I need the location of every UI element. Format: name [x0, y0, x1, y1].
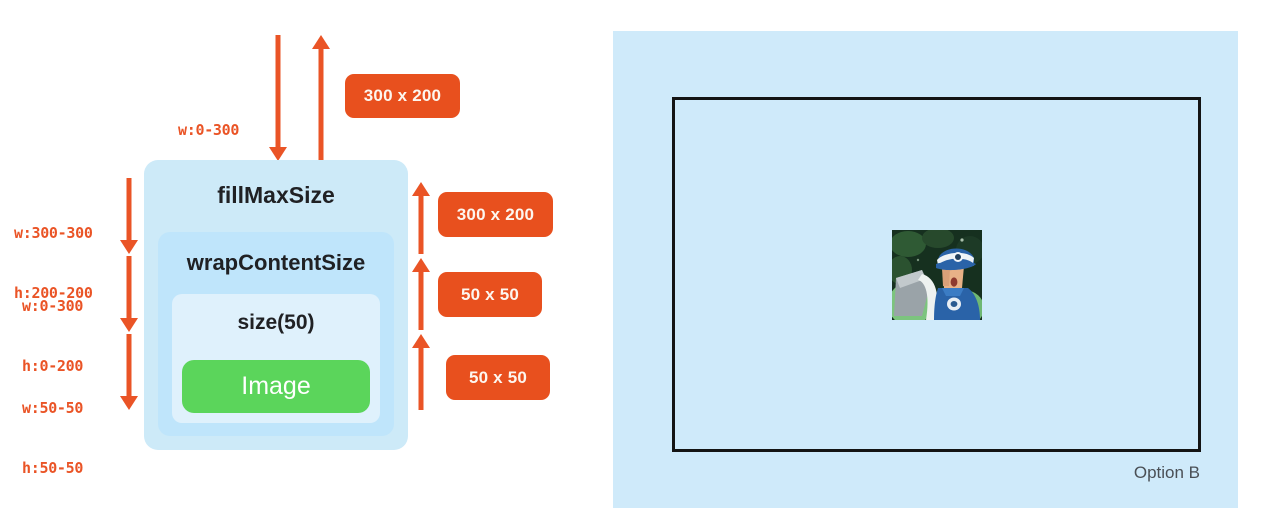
- box-fillmaxsize: fillMaxSize wrapContentSize size(50) Ima…: [144, 160, 408, 450]
- preview-outline-rectangle: [672, 97, 1201, 452]
- badge-measured-fillmaxsize-text: 300 x 200: [456, 204, 535, 224]
- preview-option-caption: Option B: [1133, 463, 1200, 482]
- arrow-down-top: [267, 35, 289, 161]
- constraints-diagram: w:0-300 h:0-200 300 x 200 w:300-300 h:20…: [0, 0, 600, 524]
- box-image: Image: [182, 360, 370, 413]
- box-size50-label: size(50): [237, 311, 315, 334]
- preview-panel: Option B: [613, 31, 1238, 508]
- constraint-width-fillmaxsize: w:300-300: [14, 224, 93, 242]
- box-fillmaxsize-label: fillMaxSize: [217, 182, 335, 208]
- badge-measured-fillmaxsize: 300 x 200: [438, 192, 553, 237]
- badge-measured-wrapcontentsize-text: 50 x 50: [460, 284, 520, 304]
- box-wrapcontentsize-label: wrapContentSize: [186, 250, 366, 275]
- constraint-label-size50: w:50-50 h:50-50: [22, 358, 83, 518]
- arrow-up-from-wrapcontentsize: [410, 182, 432, 254]
- arrow-up-from-size50: [410, 258, 432, 330]
- box-size50: size(50) Image: [172, 294, 380, 423]
- constraint-width-size50: w:50-50: [22, 399, 84, 417]
- arrow-down-to-size50: [118, 256, 140, 332]
- arrow-down-to-image: [118, 334, 140, 410]
- constraint-height-fillmaxsize: h:200-200: [14, 284, 93, 302]
- constraint-width-top: w:0-300: [178, 121, 240, 139]
- badge-measured-wrapcontentsize: 50 x 50: [438, 272, 542, 317]
- constraint-height-wrapcontentsize: h:0-200: [22, 357, 84, 375]
- badge-measured-size50: 50 x 50: [446, 355, 550, 400]
- preview-thumbnail: [891, 229, 982, 320]
- arrow-up-top: [310, 35, 332, 161]
- arrow-up-from-image: [410, 334, 432, 410]
- badge-measured-size50-text: 50 x 50: [468, 367, 528, 387]
- constraint-height-size50: h:50-50: [22, 459, 84, 477]
- constraint-width-wrapcontentsize: w:0-300: [22, 297, 84, 315]
- constraint-label-fillmaxsize: w:300-300 h:200-200: [14, 183, 93, 343]
- badge-measured-top-text: 300 x 200: [363, 86, 442, 105]
- constraint-label-wrapcontentsize: w:0-300 h:0-200: [22, 256, 83, 416]
- badge-measured-top: 300 x 200: [345, 74, 460, 118]
- box-wrapcontentsize: wrapContentSize size(50) Image: [158, 232, 394, 436]
- arrow-down-to-wrapcontentsize: [118, 178, 140, 254]
- box-image-label: Image: [241, 372, 311, 400]
- character-portrait-icon: [891, 229, 982, 320]
